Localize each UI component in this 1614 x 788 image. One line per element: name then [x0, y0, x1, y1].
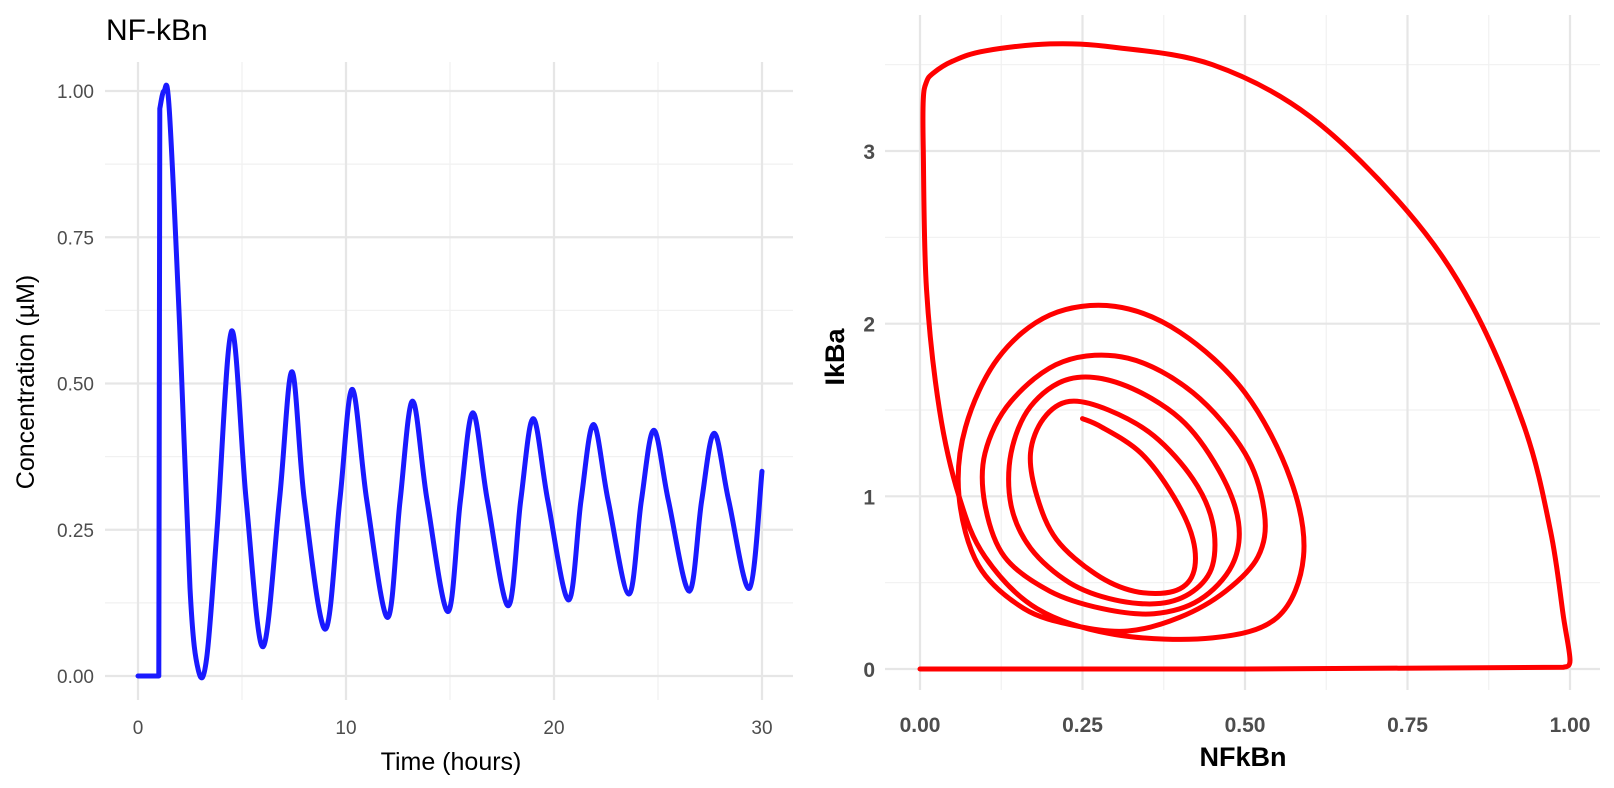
right-y-axis-label: IkBa — [820, 328, 850, 386]
left-tick-labels: 0 10 20 30 0.00 0.25 0.50 0.75 1.00 — [57, 82, 773, 739]
left-y-tick-label: 0.75 — [57, 228, 94, 249]
left-x-axis-label: Time (hours) — [381, 748, 522, 776]
nfkbn-time-series-line — [135, 82, 765, 681]
right-x-tick-label: 1.00 — [1550, 714, 1591, 737]
right-x-axis-label: NFkBn — [1200, 742, 1287, 772]
right-x-tick-label: 0.00 — [900, 714, 941, 737]
right-y-tick-label: 3 — [863, 141, 875, 164]
right-gridlines — [885, 15, 1600, 690]
right-tick-labels: 0.00 0.25 0.50 0.75 1.00 0 1 2 3 — [863, 141, 1590, 737]
left-y-tick-label: 0.50 — [57, 375, 94, 396]
left-y-tick-label: 0.25 — [57, 521, 94, 542]
left-x-tick-label: 20 — [543, 718, 564, 739]
right-y-tick-label: 2 — [863, 314, 875, 337]
right-x-tick-label: 0.25 — [1062, 714, 1103, 737]
left-x-tick-label: 10 — [335, 718, 356, 739]
phase-portrait-line — [917, 41, 1573, 672]
left-y-axis-label: Concentration (µM) — [12, 275, 40, 489]
left-chart-title: NF-kBn — [106, 14, 208, 47]
right-x-tick-label: 0.50 — [1225, 714, 1266, 737]
right-y-tick-label: 1 — [863, 486, 875, 509]
left-gridlines — [105, 62, 793, 700]
right-y-tick-label: 0 — [863, 659, 875, 682]
left-x-tick-label: 0 — [133, 718, 144, 739]
right-x-tick-label: 0.75 — [1387, 714, 1428, 737]
left-y-tick-label: 0.00 — [57, 667, 94, 688]
left-x-tick-label: 30 — [751, 718, 772, 739]
left-y-tick-label: 1.00 — [57, 82, 94, 103]
